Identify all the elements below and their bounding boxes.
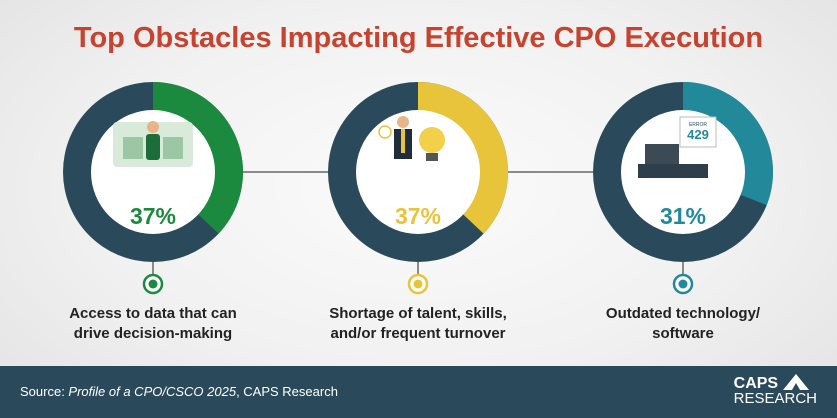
mountain-icon bbox=[782, 374, 809, 390]
error-label: ERROR bbox=[689, 122, 707, 128]
caps-research-logo: CAPS RESEARCH bbox=[734, 374, 817, 406]
marker-dot-inner bbox=[413, 279, 423, 289]
label-item-2: Shortage of talent, skills, and/or frequ… bbox=[288, 304, 548, 344]
source-prefix: Source: bbox=[20, 384, 69, 399]
marker-dot-inner bbox=[678, 279, 688, 289]
source-suffix: , CAPS Research bbox=[236, 384, 338, 399]
marker-dot-inner bbox=[148, 279, 158, 289]
label-item-1: Access to data that can drive decision-m… bbox=[23, 304, 283, 344]
donut-value-segment bbox=[153, 82, 243, 234]
label-line: drive decision-making bbox=[73, 325, 233, 342]
confused-person-lightbulb-icon bbox=[378, 116, 445, 161]
logo-line1: CAPS bbox=[734, 374, 817, 392]
value-label: 37% bbox=[395, 203, 441, 229]
label-line: Access to data that can bbox=[69, 305, 237, 322]
logo-line2: RESEARCH bbox=[733, 390, 817, 407]
source-title: Profile of a CPO/CSCO 2025 bbox=[68, 384, 237, 399]
donut-value-segment bbox=[683, 82, 773, 206]
label-line: and/or frequent turnover bbox=[330, 325, 506, 342]
source-text: Source: Profile of a CPO/CSCO 2025, CAPS… bbox=[20, 384, 338, 399]
data-dashboard-person-icon bbox=[113, 121, 193, 167]
label-line: Outdated technology/ bbox=[605, 305, 761, 322]
donut-hole bbox=[356, 110, 480, 234]
value-label: 31% bbox=[660, 203, 706, 229]
donut-2: 37% bbox=[328, 82, 508, 295]
value-label: 37% bbox=[130, 203, 176, 229]
error-code: 429 bbox=[687, 127, 709, 142]
donut-value-segment bbox=[418, 82, 508, 234]
label-line: software bbox=[652, 325, 714, 342]
donut-1: 37% bbox=[63, 82, 243, 295]
label-item-3: Outdated technology/ software bbox=[553, 304, 813, 344]
page-title: Top Obstacles Impacting Effective CPO Ex… bbox=[73, 22, 764, 54]
label-line: Shortage of talent, skills, bbox=[329, 305, 507, 322]
footer: Source: Profile of a CPO/CSCO 2025, CAPS… bbox=[0, 366, 837, 418]
